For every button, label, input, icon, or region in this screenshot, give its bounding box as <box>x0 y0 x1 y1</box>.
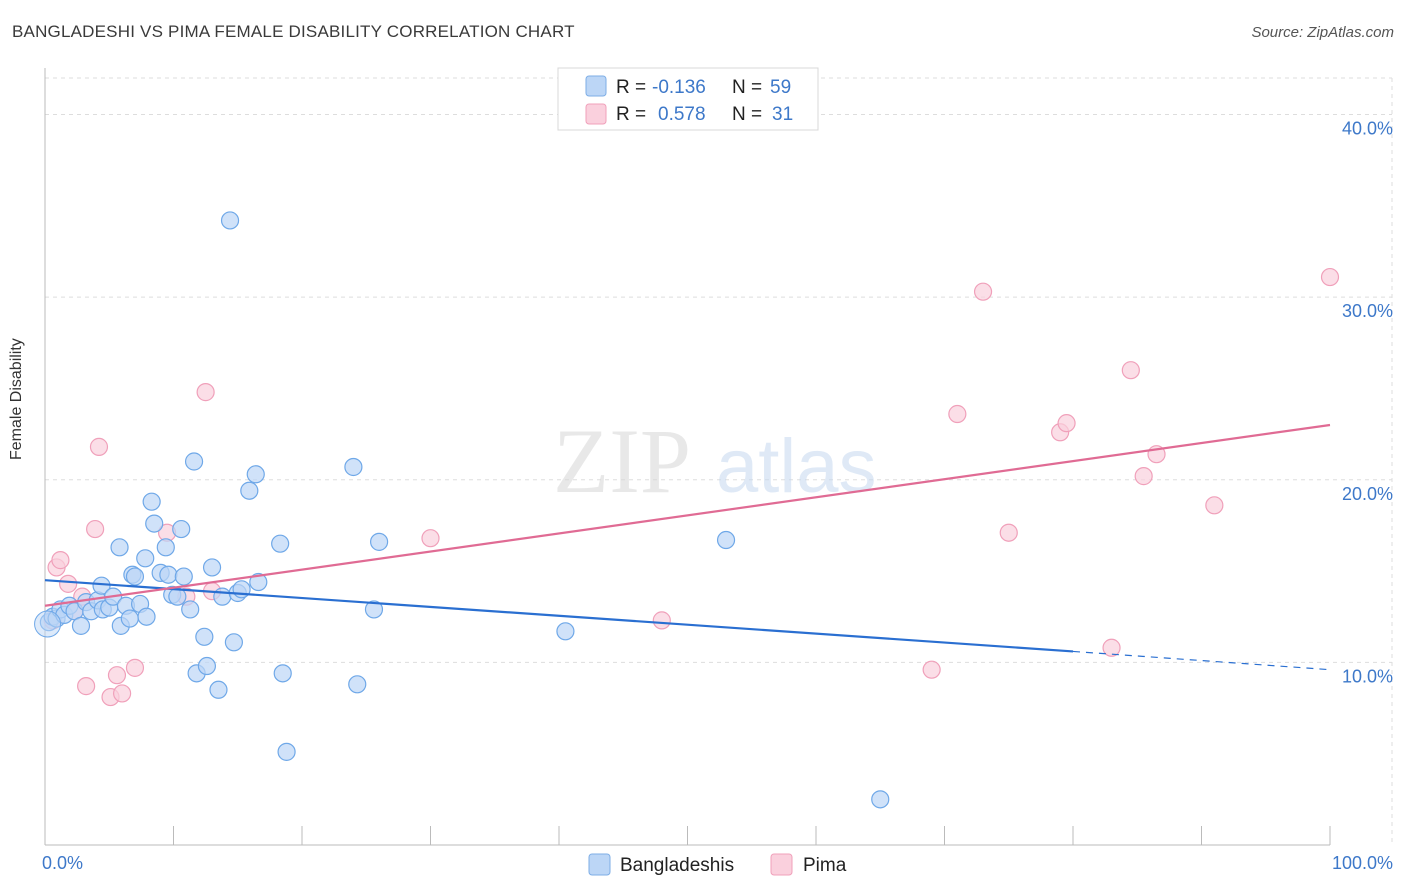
legend-r-label: R = <box>616 104 646 125</box>
bangladeshi-point <box>142 492 161 511</box>
bangladeshi-point <box>159 565 178 584</box>
pima-point <box>652 611 671 630</box>
pima-point <box>51 551 70 570</box>
bangladeshi-point <box>174 567 193 586</box>
bangladeshi-point <box>125 567 145 586</box>
bangladeshi-point <box>277 742 296 761</box>
legend-bottom: Bangladeshis Pima <box>588 853 847 876</box>
pima-point <box>1121 361 1140 380</box>
bangladeshi-point <box>240 481 259 500</box>
pima-point <box>59 574 78 593</box>
legend-n-value: 59 <box>770 77 791 98</box>
legend-r-value: 0.578 <box>658 104 706 125</box>
bangladeshi-point <box>181 600 200 619</box>
bangladeshi-point <box>871 790 890 809</box>
pima-point <box>1057 414 1076 433</box>
legend-swatch-bangladeshis <box>585 75 607 97</box>
legend-bottom-bangladeshis: Bangladeshis <box>620 855 734 876</box>
x-tick-label: 0.0% <box>42 853 83 873</box>
bangladeshi-point <box>120 609 139 628</box>
bangladeshi-point <box>156 538 175 557</box>
pima-point <box>421 529 440 548</box>
y-tick-label: 10.0% <box>1342 666 1393 686</box>
chart-title: BANGLADESHI VS PIMA FEMALE DISABILITY CO… <box>12 22 575 41</box>
legend-n-value: 31 <box>772 104 793 125</box>
bangladeshi-point <box>716 530 736 550</box>
legend-top: R = -0.136 N = 59 R = 0.578 N = 31 <box>557 67 819 131</box>
legend-n-label: N = <box>732 77 762 98</box>
x-tick-label: 100.0% <box>1332 853 1393 873</box>
watermark-atlas: atlas <box>716 424 877 509</box>
bangladeshi-point <box>370 532 389 551</box>
bangladeshi-points <box>34 211 890 809</box>
legend-n-label: N = <box>732 104 762 125</box>
bangladeshi-point <box>344 457 363 477</box>
pima-point <box>1102 638 1121 657</box>
bangladeshi-point <box>249 572 268 592</box>
legend-bottom-swatch-bangladeshis <box>588 853 611 876</box>
pima-point <box>1320 267 1340 287</box>
pima-point <box>999 523 1018 542</box>
bangladeshi-point <box>145 514 164 533</box>
axes <box>44 68 1331 846</box>
watermark: ZIP atlas <box>553 410 877 512</box>
bangladeshi-point <box>348 675 367 694</box>
y-tick-label: 20.0% <box>1342 484 1393 504</box>
legend-bottom-swatch-pima <box>770 853 793 876</box>
pima-point <box>112 684 132 703</box>
bangladeshi-point <box>110 538 129 557</box>
y-tick-label: 30.0% <box>1342 301 1393 321</box>
watermark-zip: ZIP <box>553 410 691 512</box>
bangladeshi-point <box>137 607 156 626</box>
bangladeshi-point <box>202 558 222 577</box>
trend-lines <box>44 423 1331 671</box>
pima-points <box>43 267 1340 707</box>
source-label: Source: ZipAtlas.com <box>1251 24 1394 41</box>
bangladeshi-point <box>364 600 384 619</box>
pima-point <box>86 519 105 539</box>
bangladeshi-point <box>246 465 265 484</box>
bangladeshi-trend-extension <box>1072 650 1331 671</box>
legend-r-value: -0.136 <box>652 77 706 98</box>
legend-swatch-pima <box>585 103 607 125</box>
bangladeshi-point <box>556 622 575 641</box>
bangladeshi-point <box>172 519 191 539</box>
pima-point <box>89 437 109 456</box>
bangladeshi-point <box>34 610 62 638</box>
bangladeshi-point <box>184 452 204 471</box>
bangladeshi-point <box>197 656 217 676</box>
pima-point <box>973 282 993 301</box>
bangladeshi-point <box>136 549 155 568</box>
bangladeshi-point <box>273 664 292 683</box>
bangladeshi-point <box>224 633 243 652</box>
bangladeshi-trend-line <box>44 579 1074 653</box>
pima-point <box>77 677 96 696</box>
legend-r-label: R = <box>616 77 646 98</box>
bangladeshi-point <box>213 587 232 606</box>
bangladeshi-point <box>71 616 91 635</box>
pima-point <box>125 658 145 677</box>
pima-point <box>1205 496 1224 515</box>
pima-point <box>196 383 215 402</box>
tick-labels: 10.0% 20.0% 30.0% 40.0% 0.0% 100.0% <box>42 119 1393 873</box>
bangladeshi-point <box>271 534 290 553</box>
bangladeshi-point <box>220 211 240 230</box>
bangladeshi-point <box>209 680 228 699</box>
pima-point <box>948 404 967 424</box>
pima-point <box>1134 467 1153 486</box>
pima-trend-line <box>44 423 1331 607</box>
y-tick-label: 40.0% <box>1342 119 1393 139</box>
legend-bottom-pima: Pima <box>803 855 847 876</box>
bangladeshi-point <box>195 627 214 646</box>
pima-point <box>107 666 127 685</box>
pima-point <box>922 660 941 679</box>
